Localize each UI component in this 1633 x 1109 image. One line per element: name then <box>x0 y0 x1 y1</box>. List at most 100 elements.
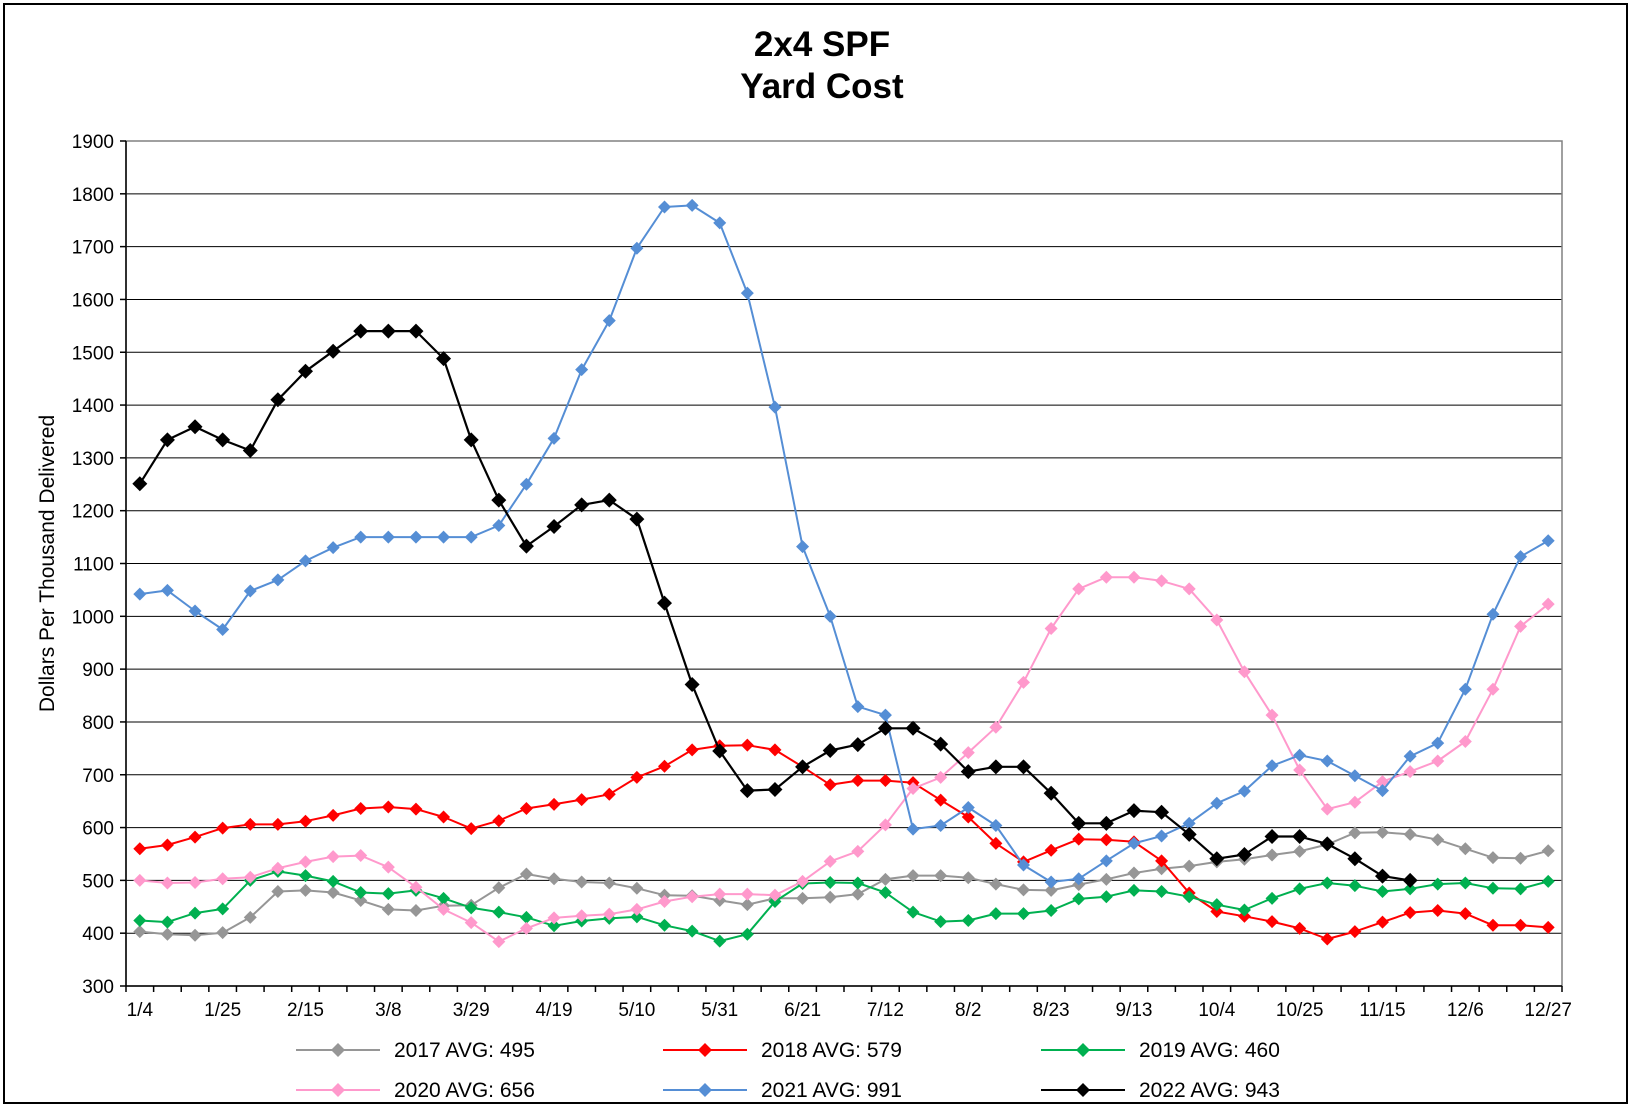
data-point-1 <box>1293 844 1307 858</box>
data-point-6 <box>159 432 175 448</box>
x-tick-label: 5/31 <box>701 1000 738 1021</box>
data-point-3 <box>160 915 174 929</box>
data-point-1 <box>1099 872 1113 886</box>
data-point-2 <box>1155 854 1169 868</box>
data-point-4 <box>1017 675 1030 689</box>
legend-marker <box>698 1083 712 1097</box>
y-axis-ticks: 300 400 500 600 700 800 900 1000 1100 1200 1300 140… <box>72 132 126 998</box>
data-point-1 <box>492 881 506 895</box>
series-5 <box>133 198 1555 889</box>
data-point-5 <box>740 286 754 300</box>
y-axis-label: Dollars Per Thousand Delivered <box>36 415 59 712</box>
data-point-1 <box>133 925 147 939</box>
data-point-3 <box>630 910 644 924</box>
x-axis-ticks: 1/4 1/25 2/15 3/8 3/29 4/19 5/10 5/31 6/21 7/12 8/… <box>125 986 1572 1021</box>
y-tick-label: 1700 <box>72 238 114 259</box>
data-point-2 <box>575 793 589 807</box>
legend-label: 2019 AVG: 460 <box>1139 1039 1280 1062</box>
data-point-2 <box>1099 833 1113 847</box>
data-point-3 <box>1237 903 1251 917</box>
x-tick-label: 12/27 <box>1524 1000 1572 1021</box>
data-point-6 <box>1264 829 1280 845</box>
data-point-5 <box>989 818 1003 832</box>
data-point-6 <box>1209 851 1225 867</box>
data-point-5 <box>188 604 202 618</box>
data-point-6 <box>1375 868 1390 884</box>
data-point-6 <box>739 783 755 799</box>
data-point-6 <box>242 442 258 458</box>
data-point-2 <box>519 802 533 816</box>
data-point-2 <box>299 814 312 828</box>
data-point-3 <box>989 907 1003 921</box>
data-point-3 <box>1044 903 1058 917</box>
data-point-2 <box>547 797 561 811</box>
data-point-5 <box>271 573 285 587</box>
data-point-3 <box>1265 891 1279 905</box>
data-point-5 <box>1541 534 1555 548</box>
data-point-6 <box>822 742 838 758</box>
data-point-5 <box>1099 854 1113 868</box>
legend-item-3: 2019 AVG: 460 <box>1041 1039 1280 1062</box>
data-point-4 <box>243 870 257 884</box>
series-line-2 <box>139 744 1549 940</box>
y-tick-label: 300 <box>82 977 114 998</box>
data-point-3 <box>133 914 147 928</box>
data-point-6 <box>850 737 866 753</box>
data-point-1 <box>575 875 589 889</box>
data-point-3 <box>1486 881 1500 895</box>
data-point-6 <box>684 676 700 692</box>
legend-marker <box>698 1043 712 1057</box>
data-point-5 <box>685 198 699 212</box>
data-point-2 <box>1514 918 1528 932</box>
data-point-4 <box>713 887 727 901</box>
data-point-5 <box>575 363 589 377</box>
data-point-4 <box>409 880 423 894</box>
data-point-3 <box>326 874 340 888</box>
data-point-1 <box>1265 848 1279 862</box>
data-point-6 <box>380 323 396 339</box>
x-tick-label: 7/12 <box>867 1000 904 1021</box>
data-point-2 <box>851 774 865 788</box>
data-point-4 <box>133 873 147 887</box>
data-point-6 <box>325 343 341 359</box>
data-point-2 <box>188 830 202 844</box>
data-point-1 <box>243 910 257 924</box>
y-tick-label: 1400 <box>72 396 114 417</box>
x-tick-label: 1/4 <box>127 1000 154 1021</box>
chart-title: 2x4 SPF <box>754 25 890 64</box>
x-tick-label: 8/23 <box>1033 1000 1070 1021</box>
data-point-4 <box>1072 582 1086 596</box>
data-point-1 <box>299 883 312 897</box>
data-point-2 <box>1320 932 1334 946</box>
data-point-6 <box>574 497 590 513</box>
data-point-2 <box>1210 905 1224 919</box>
data-point-5 <box>1182 816 1196 830</box>
data-point-5 <box>1237 784 1251 798</box>
data-point-4 <box>492 935 506 949</box>
data-point-5 <box>437 530 451 544</box>
data-point-2 <box>768 743 782 757</box>
x-tick-label: 5/10 <box>618 1000 655 1021</box>
y-tick-label: 900 <box>82 660 114 681</box>
data-point-4 <box>1155 574 1169 588</box>
data-point-5 <box>326 541 340 555</box>
data-point-5 <box>1155 829 1169 843</box>
data-point-4 <box>1320 802 1334 816</box>
data-point-5 <box>823 609 837 623</box>
data-point-5 <box>1127 836 1141 850</box>
data-point-5 <box>409 530 423 544</box>
data-point-5 <box>630 241 644 255</box>
data-point-2 <box>409 802 423 816</box>
data-point-3 <box>1155 884 1169 898</box>
data-point-5 <box>216 623 230 637</box>
data-point-4 <box>464 916 478 930</box>
data-point-5 <box>1265 759 1279 773</box>
data-point-6 <box>1016 759 1031 775</box>
data-point-4 <box>630 902 644 916</box>
data-point-3 <box>299 869 312 883</box>
chart-subtitle: Yard Cost <box>740 67 904 106</box>
data-point-4 <box>575 909 589 923</box>
data-point-4 <box>685 890 699 904</box>
legend-item-1: 2017 AVG: 495 <box>296 1039 535 1062</box>
data-point-4 <box>1541 597 1555 611</box>
